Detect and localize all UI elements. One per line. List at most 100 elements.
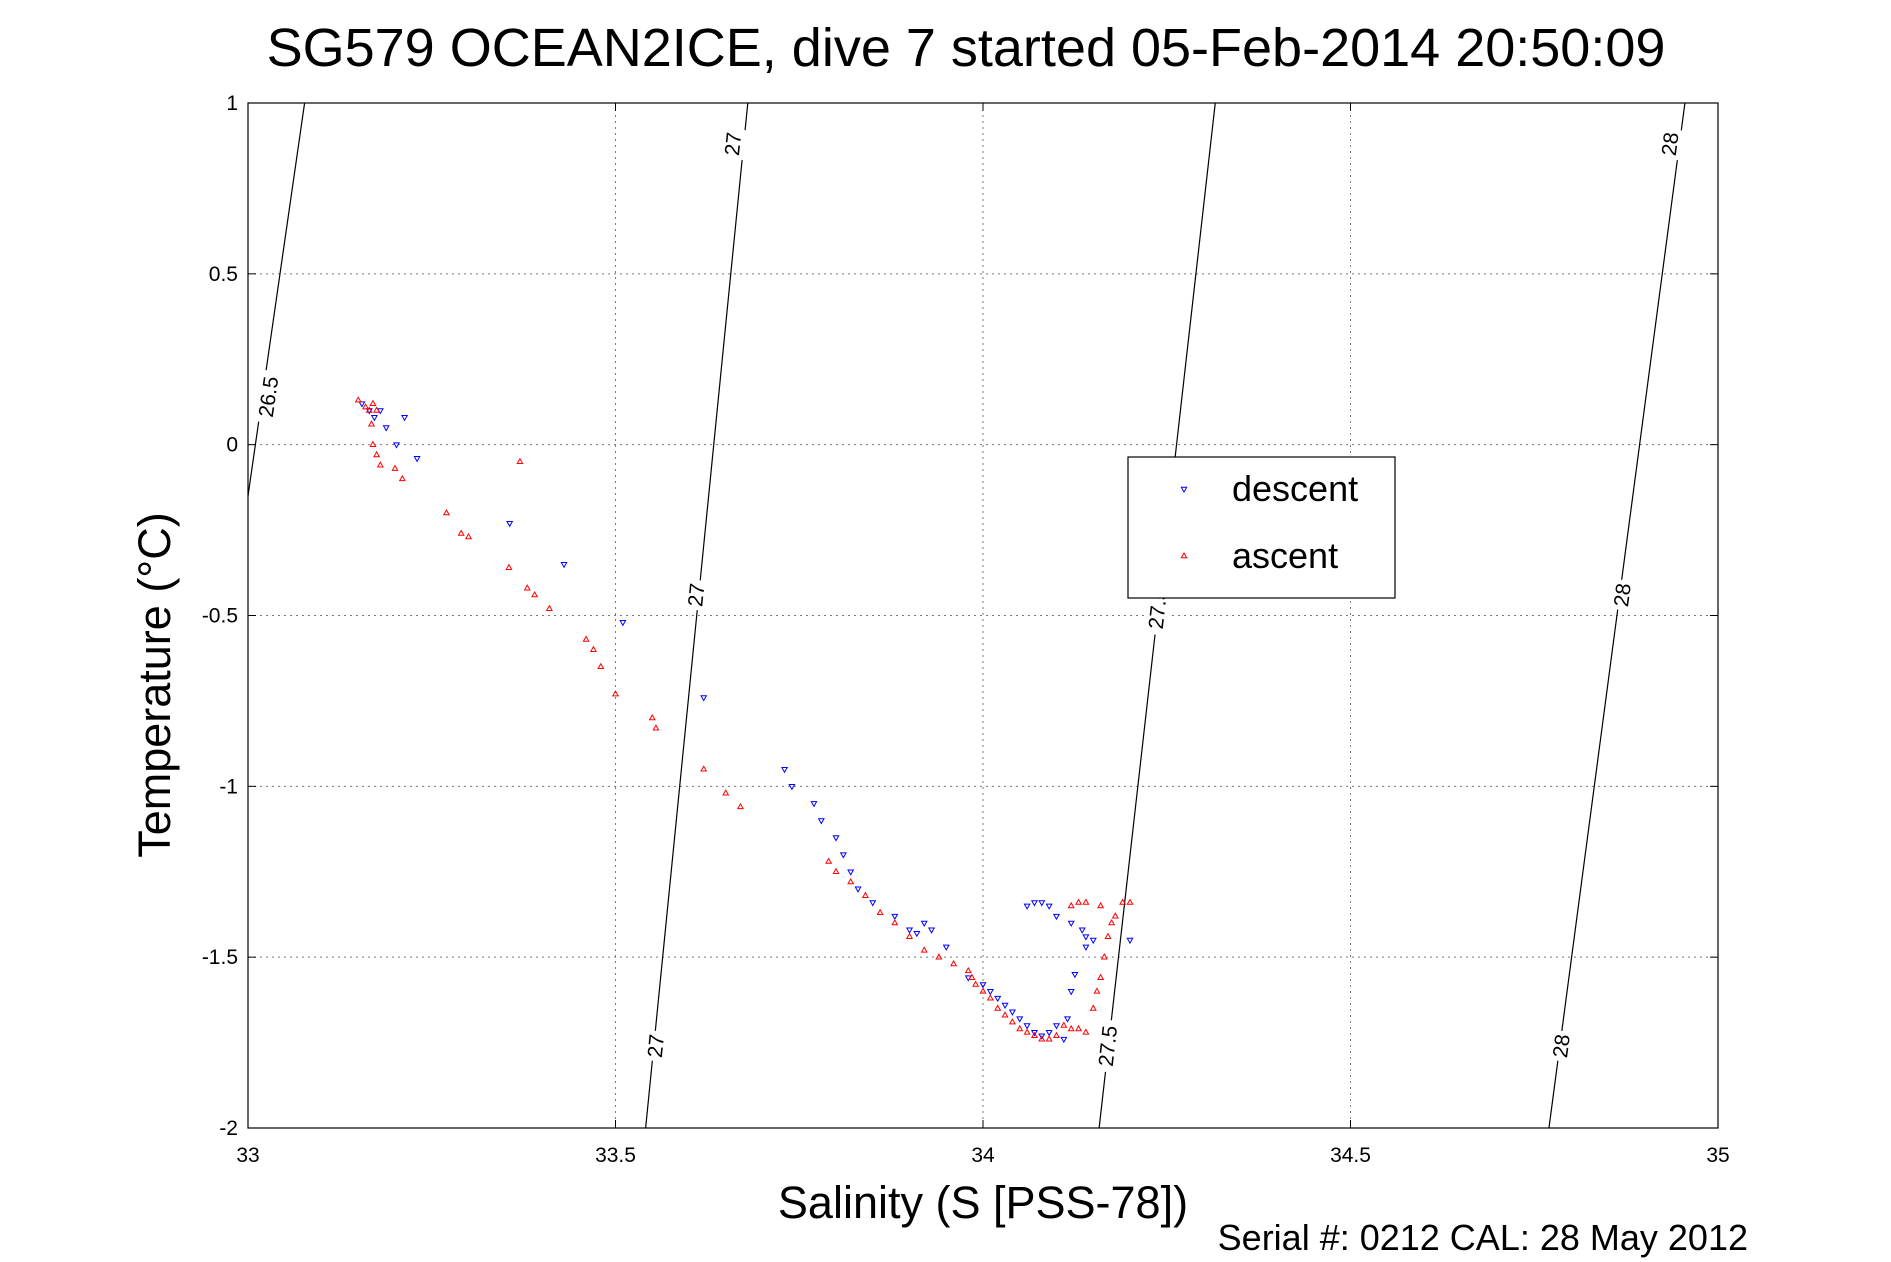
descent-point (560, 561, 568, 569)
ascent-point (464, 532, 473, 540)
ascent-point (972, 980, 980, 987)
ascent-point (986, 994, 994, 1001)
ascent-point (354, 396, 362, 403)
descent-point (1060, 1036, 1068, 1044)
descent-point (1063, 1016, 1072, 1023)
descent-point (1001, 1002, 1009, 1010)
ascent-point (736, 802, 745, 810)
y-axis-ticks: -2 -1.5 -1 -0.5 0 0.5 1 (202, 92, 1718, 1140)
ascent-point (891, 918, 899, 926)
descent-point (506, 520, 514, 528)
y-axis-label: Temperature (°C) (129, 512, 180, 858)
descent-point (1023, 903, 1031, 910)
descent-point (1045, 903, 1053, 910)
descent-point (810, 801, 818, 808)
contour-label-bg (718, 127, 748, 161)
ascent-point (369, 399, 377, 406)
descent-point (905, 927, 914, 934)
ascent-point (1082, 1028, 1090, 1035)
ascent-point (531, 590, 539, 598)
legend-label-descent: descent (1232, 468, 1358, 509)
ascent-point (597, 662, 605, 670)
ascent-point (861, 891, 869, 898)
descent-point (1067, 920, 1075, 928)
y-tick-label: -1.5 (202, 946, 238, 969)
descent-point (1030, 1030, 1039, 1037)
descent-point (619, 620, 627, 627)
y-tick-label: 1 (226, 92, 238, 115)
descent-point (700, 695, 708, 702)
descent-point (1038, 900, 1046, 907)
y-tick-label: 0.5 (209, 263, 238, 286)
contour-line-27 (645, 102, 749, 1129)
ascent-point (1093, 987, 1101, 994)
ascent-point (545, 604, 553, 611)
descent-point (1078, 927, 1086, 934)
ascent-point (362, 403, 370, 410)
ascent-point (1082, 898, 1090, 905)
descent-point (1067, 989, 1075, 996)
ascent-point (847, 877, 855, 885)
ascent-point (1097, 973, 1105, 980)
ascent-point (1045, 1035, 1053, 1042)
x-tick-label: 34 (971, 1144, 995, 1167)
ascent-point (373, 406, 381, 413)
ascent-point (648, 713, 656, 721)
ascent-point (367, 420, 376, 427)
legend: descent ascent (1127, 456, 1396, 599)
ascent-point (373, 450, 381, 458)
descent-point (358, 401, 366, 408)
ascent-point (700, 765, 708, 772)
ascent-point (905, 932, 914, 939)
descent-point (1038, 1033, 1046, 1040)
ascent-point (1008, 1018, 1016, 1025)
contour-label-bg (1655, 127, 1686, 161)
serial-calibration-note: Serial #: 0212 CAL: 28 May 2012 (1218, 1217, 1748, 1258)
ascent-point (968, 973, 976, 980)
ascent-point (1108, 918, 1116, 926)
descent-point (869, 900, 877, 907)
contour-label: 28 (1658, 131, 1684, 157)
ascent-point (1074, 898, 1083, 905)
ascent-point (369, 440, 377, 447)
contour-label-bg (1546, 1029, 1577, 1063)
ascent-point (1089, 1004, 1097, 1011)
descent-point (832, 835, 840, 842)
contour-label-bg (641, 1029, 671, 1063)
descent-point (817, 818, 825, 825)
ascent-point (611, 690, 620, 697)
ascent-point (722, 789, 730, 796)
contour-label-bg (252, 369, 286, 425)
ascent-point (1100, 953, 1108, 960)
descent-point (1052, 1023, 1061, 1030)
descent-point (1008, 1009, 1016, 1016)
ascent-point (398, 474, 406, 482)
descent-point (839, 852, 847, 859)
y-tick-label: -1 (219, 775, 238, 798)
contour-line-28 (1548, 102, 1686, 1129)
descent-point (365, 408, 373, 415)
x-tick-label: 35 (1706, 1144, 1729, 1167)
series-descent (358, 401, 1134, 1044)
ascent-point (1016, 1024, 1024, 1032)
ascent-point (1030, 1031, 1039, 1039)
contour-label-bg (1092, 1018, 1124, 1074)
descent-point (942, 944, 950, 951)
legend-box (1127, 456, 1396, 599)
grid-lines (248, 103, 1718, 1128)
ascent-point (1001, 1011, 1009, 1018)
contour-label: 28 (1549, 1033, 1575, 1059)
contour-label: 27 (644, 1033, 669, 1059)
contour-label-bg (681, 578, 711, 612)
ascent-point (950, 959, 958, 967)
descent-point (1030, 900, 1039, 907)
x-tick-label: 33.5 (595, 1144, 636, 1167)
ascent-point (1097, 901, 1105, 909)
legend-label-ascent: ascent (1232, 535, 1338, 576)
descent-point (1052, 913, 1061, 921)
descent-point (1016, 1016, 1024, 1023)
contour-line-26.5 (247, 102, 306, 497)
ascent-point (825, 857, 833, 864)
descent-point (986, 989, 994, 996)
